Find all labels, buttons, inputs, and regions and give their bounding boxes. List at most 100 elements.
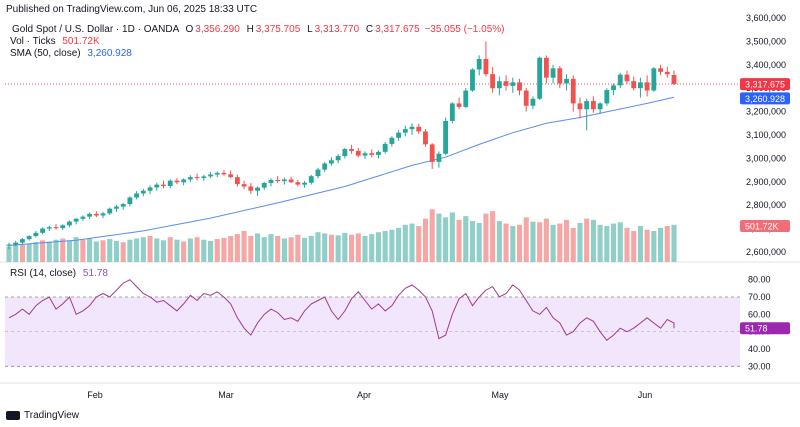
volume-bar <box>100 240 106 262</box>
month-label: Apr <box>357 390 371 400</box>
candle <box>329 157 334 166</box>
candle-body <box>147 187 153 191</box>
ohlc-high: H 3,375.705 <box>246 24 301 35</box>
candle-body <box>26 236 32 240</box>
volume-bar <box>127 239 133 262</box>
candle-body <box>483 58 489 75</box>
candle <box>302 181 307 188</box>
candle-body <box>80 216 86 219</box>
candle-body <box>402 129 408 133</box>
ohlc-open: O 3,356.290 <box>185 24 240 35</box>
candle <box>523 88 529 112</box>
candle-body <box>107 208 113 214</box>
candle <box>483 41 489 77</box>
candle <box>423 129 428 147</box>
volume-bar <box>33 242 39 262</box>
candle-body <box>523 90 529 106</box>
candle <box>584 98 590 131</box>
candle-body <box>510 82 516 86</box>
candle <box>221 170 227 176</box>
volume-bar <box>154 238 160 262</box>
price-tick-label: 3,200,000 <box>746 107 786 117</box>
candle-body <box>543 57 549 78</box>
ohlc-close: C 3,317.675 <box>365 24 420 35</box>
candle-body <box>476 58 482 70</box>
volume-bar <box>382 231 388 262</box>
candle-body <box>349 149 354 151</box>
volume-bar <box>335 235 341 262</box>
volume-bar <box>516 224 523 262</box>
volume-bar <box>234 234 240 262</box>
candle <box>13 240 19 247</box>
volume-tag-bg <box>740 220 790 232</box>
volume-bar <box>134 238 140 262</box>
candle-body <box>161 184 166 187</box>
volume-bar <box>631 231 637 262</box>
candle-body <box>530 98 536 106</box>
candle-body <box>322 163 328 170</box>
candle-body <box>342 149 348 157</box>
volume-bar <box>322 233 328 262</box>
volume-bar <box>207 240 214 262</box>
volume-bar <box>503 223 509 262</box>
candle <box>255 186 260 196</box>
volume-bar <box>610 223 617 262</box>
volume-bar <box>73 237 79 262</box>
candle-body <box>503 81 509 86</box>
candle-body <box>46 227 52 229</box>
volume-bar <box>19 244 25 262</box>
volume-bar <box>328 234 334 262</box>
volume-bar <box>228 235 234 262</box>
month-label: May <box>491 390 509 400</box>
candle <box>93 211 99 218</box>
volume-bar <box>369 234 375 262</box>
candle <box>517 78 522 96</box>
volume-bar <box>140 237 146 262</box>
candle-body <box>201 176 207 179</box>
candle-body <box>577 103 583 110</box>
candle <box>87 212 93 220</box>
candle <box>416 123 422 134</box>
candle-body <box>416 126 422 132</box>
candle <box>147 185 153 194</box>
candle <box>187 175 193 183</box>
candle <box>349 144 354 154</box>
sma-price-tag-bg <box>740 92 790 105</box>
rsi-value-tag: 51.78 <box>740 322 790 335</box>
candle-body <box>584 101 590 110</box>
candle-body <box>564 78 569 84</box>
candle-body <box>13 242 19 245</box>
candle-body <box>308 176 314 183</box>
volume-bar <box>194 237 200 262</box>
candle <box>543 55 549 84</box>
candle-body <box>396 132 402 138</box>
candle <box>248 182 254 194</box>
candle <box>590 96 596 113</box>
candle-body <box>517 82 522 91</box>
candle <box>181 178 187 186</box>
candle <box>664 66 670 78</box>
volume-bar <box>288 237 294 262</box>
candle-body <box>443 120 449 154</box>
volume-bar <box>584 218 590 262</box>
volume-bar <box>469 221 476 262</box>
candle-body <box>100 213 106 216</box>
candle <box>134 191 140 200</box>
volume-bar <box>53 239 59 262</box>
candle-body <box>550 68 556 78</box>
candle <box>114 205 119 212</box>
volume-bar <box>113 240 120 262</box>
candle-body <box>40 228 46 233</box>
candle <box>530 96 536 110</box>
candle <box>637 77 643 98</box>
volume-bar <box>120 242 126 262</box>
candle <box>40 227 46 235</box>
candle <box>389 136 395 147</box>
month-label: Feb <box>87 390 103 400</box>
volume-tag-text: 501.72K <box>745 222 779 232</box>
candle <box>53 223 59 230</box>
volume-bar <box>557 223 563 262</box>
volume-bar <box>389 229 395 262</box>
candle-body <box>389 137 395 144</box>
